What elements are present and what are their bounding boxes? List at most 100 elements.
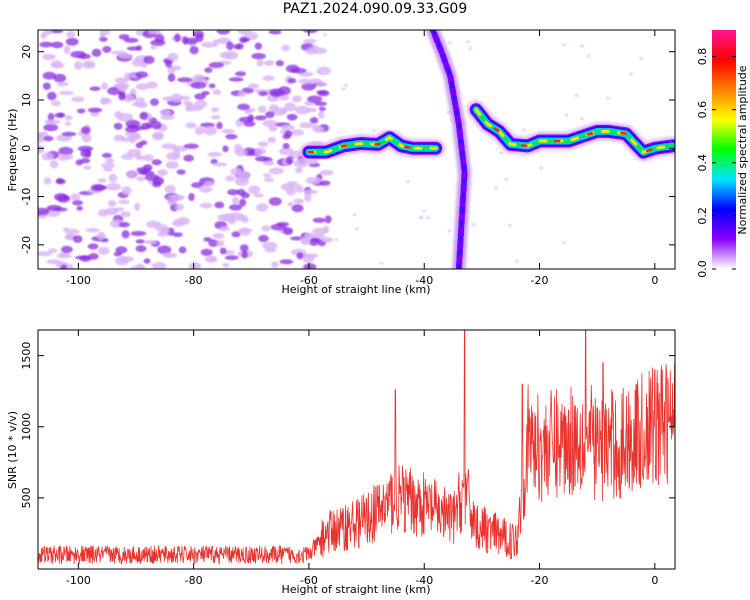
noise-blob	[290, 67, 307, 74]
noise-blob	[114, 110, 123, 119]
noise-blob	[192, 30, 205, 39]
snr-xtick-label: -100	[66, 574, 91, 587]
noise-blob	[296, 252, 304, 260]
noise-blob	[207, 152, 223, 157]
noise-blob	[150, 121, 162, 130]
noise-blob	[167, 73, 176, 82]
noise-blob	[261, 225, 271, 232]
snr-line	[38, 330, 675, 566]
noise-blob	[178, 246, 187, 254]
noise-blob	[114, 77, 129, 84]
spectrogram-xtick-label: -100	[66, 274, 91, 287]
noise-blob	[151, 159, 162, 166]
noise-blob	[167, 52, 179, 62]
snr-xtick-label: -40	[415, 574, 433, 587]
noise-blob	[174, 33, 181, 43]
noise-blob	[87, 107, 103, 113]
noise-blob	[241, 250, 248, 259]
noise-blob	[149, 98, 159, 106]
noise-blob	[302, 253, 309, 259]
noise-blob	[234, 71, 247, 77]
noise-blob	[217, 214, 231, 221]
noise-blob	[45, 119, 61, 125]
noise-blob	[204, 67, 213, 74]
noise-blob	[194, 126, 205, 136]
noise-blob	[89, 86, 101, 91]
noise-blob	[138, 155, 146, 161]
noise-blob	[99, 37, 108, 42]
noise-blob	[199, 202, 213, 209]
noise-dot	[507, 224, 512, 228]
noise-blob	[157, 169, 168, 177]
noise-blob	[311, 47, 328, 55]
noise-blob	[85, 227, 100, 233]
noise-blob	[226, 41, 234, 51]
noise-blob	[84, 148, 92, 158]
noise-blob	[38, 251, 53, 257]
noise-blob	[105, 157, 115, 164]
noise-blob	[137, 169, 148, 175]
colorbar-tick-label: 0.4	[696, 154, 709, 172]
noise-blob	[64, 228, 80, 235]
noise-blob	[313, 126, 325, 134]
noise-blob	[142, 164, 153, 171]
noise-blob	[194, 99, 208, 109]
noise-blob	[190, 81, 207, 89]
noise-blob	[99, 97, 109, 105]
noise-blob	[312, 227, 328, 235]
noise-blob	[307, 95, 323, 103]
noise-blob	[70, 50, 87, 59]
noise-blob	[76, 205, 83, 211]
snr-xtick-label: -60	[300, 574, 318, 587]
noise-dot	[447, 229, 452, 233]
noise-blob	[182, 36, 189, 45]
noise-blob	[47, 112, 55, 122]
noise-blob	[239, 244, 249, 252]
noise-blob	[47, 91, 57, 101]
noise-blob	[139, 111, 149, 120]
noise-dot	[579, 117, 584, 121]
noise-blob	[295, 167, 303, 174]
noise-blob	[58, 90, 75, 95]
noise-blob	[241, 37, 251, 42]
noise-blob	[50, 30, 64, 34]
noise-blob	[232, 196, 239, 205]
noise-blob	[291, 204, 304, 213]
noise-blob	[194, 93, 206, 100]
noise-speckle-group	[38, 30, 643, 269]
noise-blob	[172, 219, 185, 227]
noise-blob	[227, 189, 240, 196]
noise-blob	[203, 126, 218, 136]
noise-blob	[225, 134, 238, 140]
noise-blob	[216, 121, 223, 130]
noise-blob	[262, 241, 278, 250]
noise-blob	[316, 66, 331, 76]
noise-blob	[312, 217, 326, 223]
noise-blob	[146, 81, 158, 89]
noise-blob	[209, 257, 217, 263]
noise-blob	[264, 60, 275, 66]
noise-blob	[310, 237, 321, 243]
noise-dot	[586, 54, 591, 58]
noise-blob	[248, 83, 260, 89]
noise-blob	[237, 103, 250, 111]
noise-dot	[447, 41, 452, 45]
noise-blob	[237, 213, 245, 222]
noise-blob	[228, 216, 237, 225]
noise-dot	[499, 151, 504, 155]
noise-blob	[237, 30, 251, 35]
noise-blob	[279, 108, 287, 114]
noise-blob	[160, 114, 175, 121]
noise-blob	[139, 140, 148, 146]
noise-blob	[200, 122, 216, 128]
noise-blob	[295, 184, 304, 194]
noise-blob	[222, 145, 229, 153]
noise-dot	[493, 186, 498, 190]
noise-blob	[304, 232, 315, 239]
noise-blob	[176, 169, 186, 175]
noise-blob	[57, 194, 70, 203]
noise-blob	[176, 95, 191, 101]
noise-blob	[130, 265, 146, 269]
noise-blob	[64, 115, 73, 121]
snr-y-axis-label: SNR (10 * v/v)	[6, 411, 19, 489]
